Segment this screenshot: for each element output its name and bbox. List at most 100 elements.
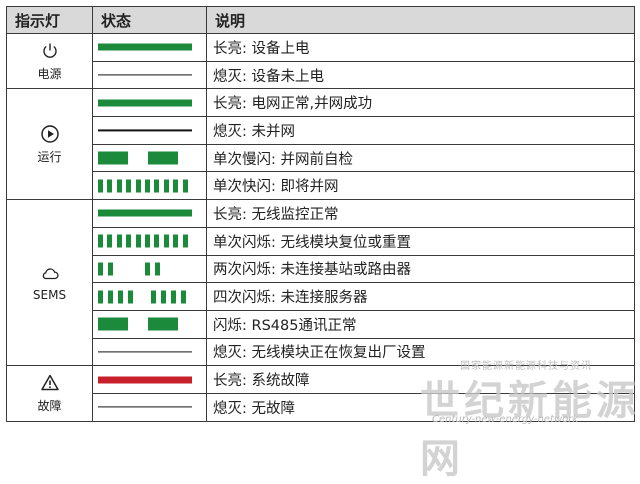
state-cell xyxy=(92,60,207,90)
led-pattern-off xyxy=(98,394,201,421)
led-segment xyxy=(107,179,113,193)
state-cell xyxy=(92,365,207,394)
led-segment xyxy=(135,234,141,248)
led-segment xyxy=(98,74,192,76)
led-segment xyxy=(107,234,113,248)
led-segment xyxy=(128,290,133,304)
header-indicator: 指示灯 xyxy=(6,6,93,34)
table-row: 电源 长亮: 设备上电 xyxy=(6,32,635,90)
description-cell: 熄灭: 未并网 xyxy=(206,116,635,145)
led-segment xyxy=(98,99,192,107)
table-row: 运行 长亮: 电网正常,并网成功 xyxy=(6,88,635,201)
led-segment xyxy=(98,290,103,304)
led-segment xyxy=(182,234,188,248)
led-segment xyxy=(161,290,166,304)
led-segment xyxy=(145,262,150,276)
led-segment xyxy=(108,262,113,276)
led-segment xyxy=(98,151,128,165)
description-cell: 长亮: 电网正常,并网成功 xyxy=(206,88,635,118)
indicator-label: 电源 xyxy=(37,66,62,81)
led-segment xyxy=(151,290,156,304)
table-row: 熄灭: 未并网 xyxy=(7,116,635,145)
led-pattern-off xyxy=(98,117,201,144)
led-segment xyxy=(116,179,122,193)
led-segment xyxy=(163,234,169,248)
table-header-row: 指示灯 状态 说明 xyxy=(6,6,635,34)
header-description: 说明 xyxy=(206,6,635,34)
led-pattern-off xyxy=(98,339,201,366)
watermark-url-text: Century-new-energy-network xyxy=(432,414,579,425)
led-pattern-fast-blink xyxy=(98,172,201,199)
led-segment xyxy=(148,151,178,165)
table-row: 闪烁: RS485通讯正常 xyxy=(7,309,635,339)
state-cell xyxy=(92,171,207,201)
table-row: 两次闪烁: 未连接基站或路由器 xyxy=(7,254,635,284)
state-cell xyxy=(92,33,207,62)
description-cell: 单次快闪: 即将并网 xyxy=(206,171,635,201)
led-pattern-double-blink xyxy=(98,256,201,283)
led-segment xyxy=(181,290,186,304)
led-segment xyxy=(163,179,169,193)
led-segment xyxy=(98,317,128,331)
led-segment xyxy=(98,129,192,131)
led-pattern-slow-blink xyxy=(98,311,201,338)
state-cell xyxy=(92,88,207,118)
description-cell: 单次闪烁: 无线模块复位或重置 xyxy=(206,226,635,256)
led-segment xyxy=(145,234,150,248)
led-segment xyxy=(98,209,192,217)
indicator-label: 故障 xyxy=(37,398,62,413)
led-segment xyxy=(182,179,188,193)
state-cell xyxy=(92,282,207,311)
led-segment xyxy=(98,262,103,276)
led-indicator-table-container: 指示灯 状态 说明 电源 长亮: 设备上电 熄灭: 设备未上电运行 长亮: 电网正常,… xyxy=(6,6,635,422)
led-segment xyxy=(98,406,192,408)
description-cell: 单次慢闪: 并网前自检 xyxy=(206,143,635,173)
table-row: 单次慢闪: 并网前自检 xyxy=(7,143,635,173)
table-row: 四次闪烁: 未连接服务器 xyxy=(7,282,635,311)
table-row: 故障 长亮: 系统故障 xyxy=(6,365,635,422)
led-segment xyxy=(148,317,178,331)
led-segment xyxy=(154,179,160,193)
power-icon xyxy=(40,41,60,61)
led-indicator-table: 指示灯 状态 说明 电源 长亮: 设备上电 熄灭: 设备未上电运行 长亮: 电网正常,… xyxy=(6,6,635,422)
led-pattern-solid xyxy=(98,200,201,227)
description-cell: 熄灭: 无线模块正在恢复出厂设置 xyxy=(206,337,635,367)
led-pattern-solid xyxy=(98,34,201,61)
description-cell: 长亮: 无线监控正常 xyxy=(206,199,635,228)
indicator-label: SEMS xyxy=(32,287,67,302)
table-row: 熄灭: 无线模块正在恢复出厂设置 xyxy=(7,337,635,367)
description-cell: 两次闪烁: 未连接基站或路由器 xyxy=(206,254,635,284)
table-row: 单次快闪: 即将并网 xyxy=(7,171,635,201)
led-pattern-off xyxy=(98,62,201,89)
led-segment xyxy=(98,376,192,384)
cloud-icon xyxy=(40,264,60,284)
warning-icon xyxy=(40,373,60,393)
indicator-cell: SEMS xyxy=(6,199,93,367)
led-segment xyxy=(98,351,192,353)
table-body: 电源 长亮: 设备上电 熄灭: 设备未上电运行 长亮: 电网正常,并网成功 熄灭: 未并… xyxy=(6,32,635,422)
state-cell xyxy=(92,392,207,422)
state-cell xyxy=(92,337,207,367)
state-cell xyxy=(92,226,207,256)
led-pattern-quad-blink xyxy=(98,283,201,310)
state-cell xyxy=(92,116,207,145)
led-pattern-solid xyxy=(98,366,201,393)
indicator-label: 运行 xyxy=(37,149,62,164)
led-segment xyxy=(173,234,179,248)
indicator-cell: 故障 xyxy=(6,365,93,422)
description-cell: 长亮: 设备上电 xyxy=(206,33,635,62)
table-row: 单次闪烁: 无线模块复位或重置 xyxy=(7,226,635,256)
led-segment xyxy=(108,290,113,304)
description-cell: 长亮: 系统故障 xyxy=(206,365,635,394)
led-segment xyxy=(126,234,132,248)
led-segment xyxy=(98,179,103,193)
header-state: 状态 xyxy=(92,6,207,34)
led-segment xyxy=(154,234,160,248)
watermark-small-text: 国家能源新能源科技与资讯 xyxy=(460,361,592,372)
led-segment xyxy=(145,179,150,193)
led-segment xyxy=(116,234,122,248)
led-pattern-fast-blink xyxy=(98,228,201,255)
led-segment xyxy=(155,262,160,276)
description-cell: 熄灭: 设备未上电 xyxy=(206,60,635,90)
led-segment xyxy=(118,290,123,304)
